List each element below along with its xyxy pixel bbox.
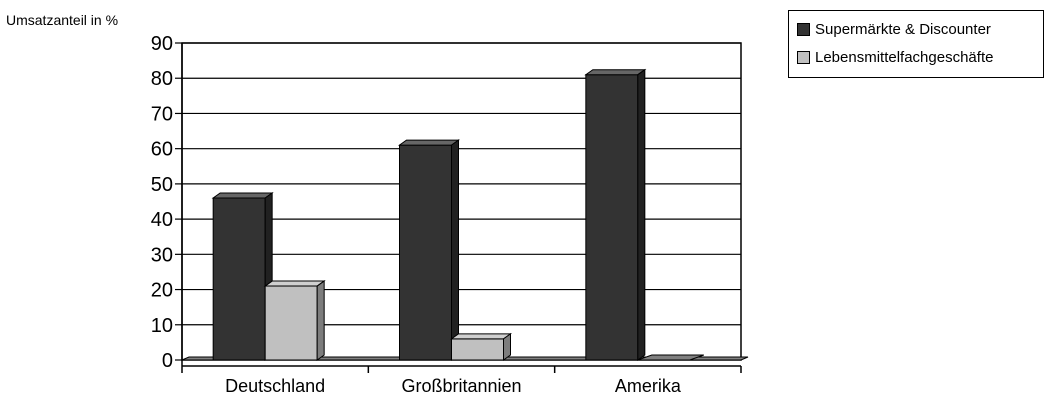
bar-top-1 — [211, 192, 274, 199]
bar-top-2 — [449, 333, 513, 340]
x-tick-label: Deutschland — [225, 376, 325, 396]
bar-side-2 — [316, 280, 325, 361]
bar-side-1 — [637, 68, 646, 361]
bar-2 — [451, 338, 504, 361]
bar-side-1 — [451, 139, 459, 361]
bar-top-1 — [584, 69, 647, 76]
legend: Supermärkte & Discounter Lebensmittelfac… — [788, 10, 1044, 78]
y-tick-label: 60 — [151, 139, 173, 161]
bar-2 — [264, 285, 318, 361]
bar-1 — [585, 74, 639, 361]
bar-2 — [637, 354, 705, 361]
bar-top-1 — [397, 139, 461, 146]
y-tick-label: 0 — [162, 350, 173, 372]
bar-1 — [212, 197, 266, 361]
legend-label-series-1: Supermärkte & Discounter — [815, 20, 991, 38]
y-tick-label: 50 — [151, 174, 173, 196]
legend-item-series-1: Supermärkte & Discounter — [797, 19, 991, 39]
y-tick-label: 80 — [151, 68, 173, 90]
y-tick-label: 70 — [151, 103, 173, 125]
legend-swatch-series-1 — [797, 22, 810, 36]
y-tick-label: 10 — [151, 315, 173, 337]
legend-item-series-2: Lebensmittelfachgeschäfte — [797, 47, 993, 67]
bar-1 — [399, 144, 452, 361]
bar-top-2 — [263, 280, 326, 287]
y-tick-label: 90 — [151, 33, 173, 55]
y-tick-label: 30 — [151, 244, 173, 266]
legend-label-series-2: Lebensmittelfachgeschäfte — [815, 48, 994, 66]
y-tick-label: 20 — [151, 280, 173, 302]
bar-side-2 — [503, 332, 511, 361]
y-tick-label: 40 — [151, 209, 173, 231]
legend-swatch-series-2 — [797, 50, 810, 64]
x-tick-label: Amerika — [615, 376, 682, 396]
y-axis-title: Umsatzanteil in % — [6, 12, 119, 28]
x-tick-label: Großbritannien — [401, 376, 521, 396]
